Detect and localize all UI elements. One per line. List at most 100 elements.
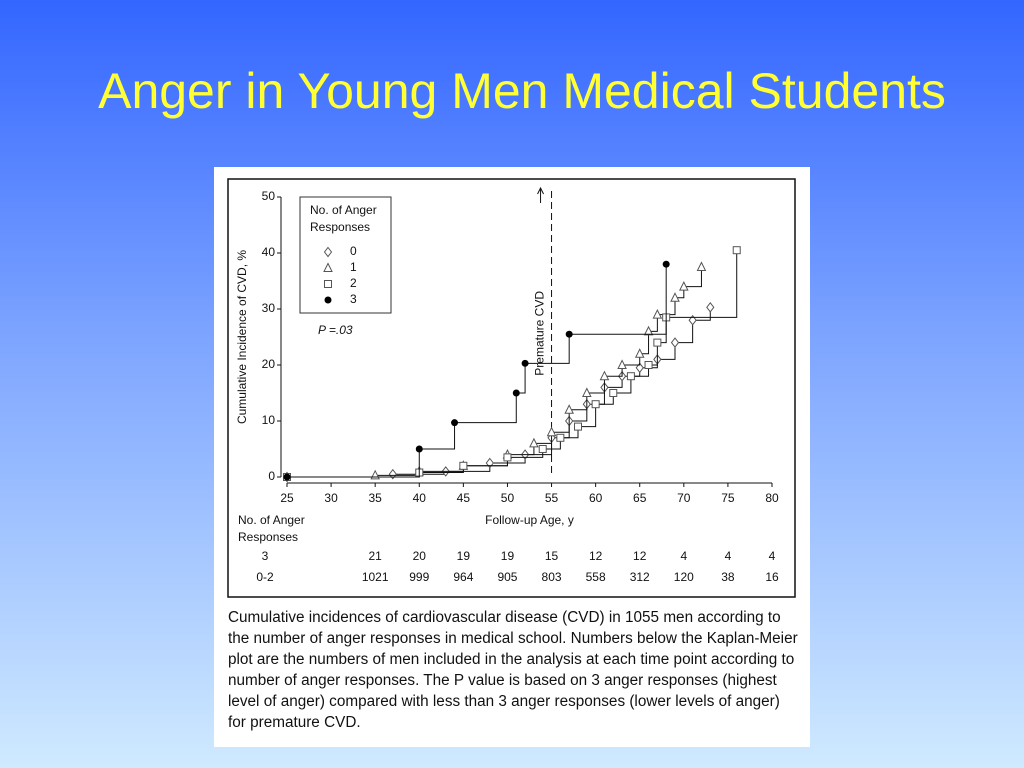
legend-marker [323, 246, 333, 258]
x-tick-label: 50 [501, 491, 515, 505]
legend-label: 3 [350, 292, 357, 306]
risk-count: 19 [501, 549, 515, 563]
y-tick-label: 30 [262, 301, 276, 315]
data-point [643, 325, 654, 336]
data-point [696, 261, 707, 271]
x-tick-label: 30 [324, 491, 338, 505]
legend-box [299, 196, 392, 314]
caption: Cumulative incidences of cardiovascular … [228, 609, 798, 731]
risk-count: 964 [453, 570, 473, 584]
data-point [283, 473, 291, 481]
y-tick-label: 50 [262, 189, 276, 203]
risk-count: 16 [765, 570, 779, 584]
data-point [670, 292, 680, 302]
risk-count: 120 [674, 570, 694, 584]
x-tick-label: 55 [545, 491, 559, 505]
risk-row-label: 3 [262, 549, 269, 563]
data-point [512, 389, 520, 397]
y-tick-label: 40 [262, 245, 276, 259]
data-point [574, 422, 582, 431]
risk-count: 12 [589, 549, 603, 563]
step-line [569, 264, 667, 335]
data-point [609, 389, 618, 397]
data-point [556, 433, 565, 442]
data-point [485, 457, 494, 469]
risk-count: 4 [769, 549, 776, 563]
step-line [692, 307, 711, 321]
risk-count: 4 [725, 549, 732, 563]
step-line [648, 314, 658, 332]
data-point [662, 260, 670, 268]
data-point [459, 461, 468, 470]
step-line [419, 465, 464, 472]
step-line [463, 454, 508, 467]
data-point [688, 314, 697, 326]
step-line [419, 422, 456, 450]
data-point [538, 445, 547, 453]
y-tick-label: 10 [262, 413, 276, 427]
data-point [617, 359, 627, 369]
data-point [565, 330, 573, 338]
data-point [451, 419, 459, 427]
slide-title: Anger in Young Men Medical Students [98, 63, 946, 119]
legend-marker [324, 280, 332, 288]
step-line [569, 393, 588, 411]
data-point [653, 338, 662, 347]
y-tick-label: 20 [262, 357, 276, 371]
step-line [657, 342, 676, 360]
data-point [591, 400, 600, 409]
data-point [634, 348, 645, 358]
legend-marker [324, 296, 332, 304]
y-tick-label: 0 [268, 469, 275, 483]
risk-row-label: 0-2 [256, 570, 274, 584]
x-tick-label: 70 [677, 491, 691, 505]
risk-count: 4 [680, 549, 687, 563]
risk-count: 312 [630, 570, 650, 584]
legend-label: 2 [350, 276, 357, 290]
risk-count: 21 [369, 549, 383, 563]
step-line [516, 363, 526, 394]
data-point [732, 246, 741, 255]
data-point [529, 437, 539, 448]
step-line [463, 457, 508, 467]
step-line [525, 437, 553, 456]
risk-count: 803 [542, 570, 562, 584]
step-line [578, 404, 597, 428]
step-line [683, 267, 702, 288]
risk-count: 19 [457, 549, 471, 563]
risk-count: 20 [413, 549, 427, 563]
step-line [287, 449, 420, 478]
step-line [613, 376, 632, 394]
legend-title: No. of Anger Responses [310, 203, 377, 234]
data-point [679, 280, 689, 291]
step-line [639, 331, 650, 355]
data-point [415, 445, 423, 453]
data-point [388, 468, 397, 480]
data-point [670, 337, 680, 348]
step-line [666, 250, 738, 318]
x-axis-label: Follow-up Age, y [485, 513, 574, 527]
data-point [546, 426, 557, 437]
x-tick-label: 65 [633, 491, 647, 505]
risk-count: 905 [497, 570, 517, 584]
y-axis-label: Cumulative Incidence of CVD, % [235, 250, 249, 424]
data-point [564, 404, 574, 414]
reference-label: Premature CVD [533, 291, 547, 376]
data-point [503, 453, 512, 462]
x-tick-label: 35 [369, 491, 383, 505]
legend-marker [323, 262, 333, 272]
step-line [525, 334, 570, 364]
data-point [626, 372, 635, 381]
data-point [652, 308, 663, 319]
risk-count: 1021 [362, 570, 389, 584]
step-line [586, 376, 605, 394]
x-tick-label: 60 [589, 491, 603, 505]
risk-count: 15 [545, 549, 559, 563]
x-tick-label: 40 [413, 491, 427, 505]
data-point [582, 387, 592, 397]
step-line [454, 393, 517, 424]
x-tick-label: 75 [721, 491, 735, 505]
legend-label: 1 [350, 260, 357, 274]
